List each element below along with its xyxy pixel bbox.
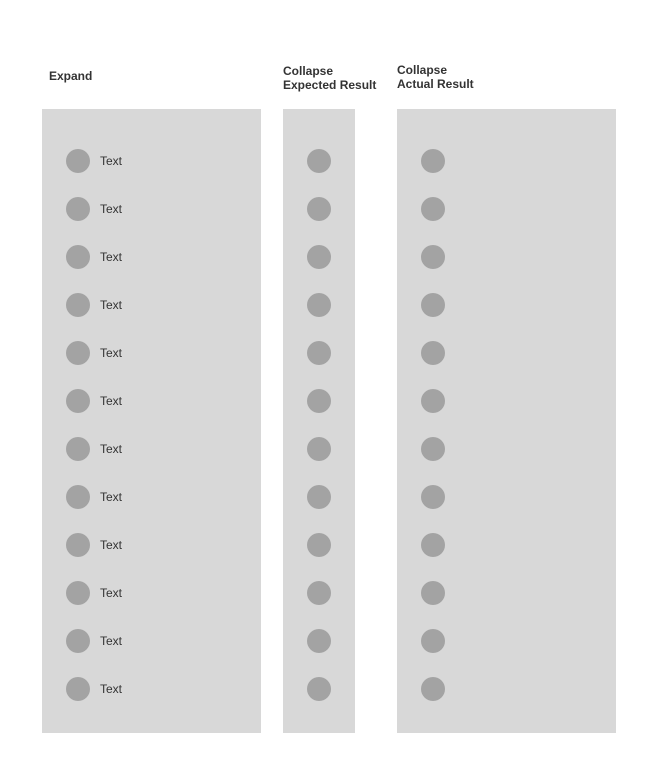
- expand-list-item[interactable]: Text: [66, 437, 122, 461]
- circle-icon: [421, 485, 445, 509]
- expand-list-item[interactable]: Text: [66, 485, 122, 509]
- list-item-label: Text: [100, 202, 123, 216]
- circle-icon: [421, 581, 445, 605]
- list-item-label: Text: [100, 298, 123, 312]
- list-item-label: Text: [100, 346, 123, 360]
- circle-icon: [421, 677, 445, 701]
- collapse-expected-list-item[interactable]: [307, 629, 331, 653]
- header-collapse-expected-line-2: Expected Result: [283, 78, 377, 92]
- collapse-actual-list-item[interactable]: [421, 341, 445, 365]
- collapse-actual-list-item[interactable]: [421, 245, 445, 269]
- collapse-actual-list-item[interactable]: [421, 437, 445, 461]
- collapse-expected-list-item[interactable]: [307, 293, 331, 317]
- collapse-actual-list-item[interactable]: [421, 485, 445, 509]
- expand-list-item[interactable]: Text: [66, 581, 122, 605]
- circle-icon: [307, 293, 331, 317]
- circle-icon: [307, 341, 331, 365]
- circle-icon: [66, 293, 90, 317]
- collapse-expected-list-item[interactable]: [307, 245, 331, 269]
- circle-icon: [421, 389, 445, 413]
- circle-icon: [66, 149, 90, 173]
- circle-icon: [307, 533, 331, 557]
- collapse-actual-list-item[interactable]: [421, 533, 445, 557]
- list-item-label: Text: [100, 394, 123, 408]
- circle-icon: [307, 629, 331, 653]
- collapse-actual-list-item[interactable]: [421, 293, 445, 317]
- collapse-actual-list-item[interactable]: [421, 389, 445, 413]
- expand-list-item[interactable]: Text: [66, 389, 122, 413]
- circle-icon: [66, 437, 90, 461]
- header-collapse-expected-line-1: Collapse: [283, 64, 334, 78]
- list-item-label: Text: [100, 154, 123, 168]
- list-item-label: Text: [100, 442, 123, 456]
- circle-icon: [66, 245, 90, 269]
- circle-icon: [66, 629, 90, 653]
- circle-icon: [307, 245, 331, 269]
- collapse-actual-list-item[interactable]: [421, 677, 445, 701]
- list-item-label: Text: [100, 250, 123, 264]
- collapse-expected-list-item[interactable]: [307, 197, 331, 221]
- circle-icon: [307, 581, 331, 605]
- circle-icon: [307, 149, 331, 173]
- circle-icon: [421, 629, 445, 653]
- expand-list-item[interactable]: Text: [66, 341, 122, 365]
- list-item-label: Text: [100, 490, 123, 504]
- circle-icon: [66, 677, 90, 701]
- header-expand: Expand: [49, 69, 92, 83]
- circle-icon: [421, 245, 445, 269]
- collapse-actual-list-item[interactable]: [421, 149, 445, 173]
- collapse-actual-list-item[interactable]: [421, 629, 445, 653]
- header-collapse-expected: Collapse Expected Result: [283, 64, 376, 92]
- collapse-actual-panel: [397, 109, 616, 733]
- circle-icon: [307, 389, 331, 413]
- list-item-label: Text: [100, 586, 123, 600]
- circle-icon: [421, 149, 445, 173]
- collapse-expected-list-item[interactable]: [307, 533, 331, 557]
- expand-list-item[interactable]: Text: [66, 533, 122, 557]
- list-item-label: Text: [100, 538, 123, 552]
- collapse-expected-list-item[interactable]: [307, 677, 331, 701]
- circle-icon: [421, 341, 445, 365]
- expand-list-item[interactable]: Text: [66, 149, 122, 173]
- circle-icon: [421, 533, 445, 557]
- circle-icon: [307, 677, 331, 701]
- circle-icon: [66, 485, 90, 509]
- expand-panel: Text Text Text Text Text Text Text Text Text Text…: [42, 109, 261, 733]
- header-collapse-actual-line-2: Actual Result: [397, 77, 474, 91]
- list-item-label: Text: [100, 682, 123, 696]
- header-collapse-actual-line-1: Collapse: [397, 63, 448, 77]
- expand-list-item[interactable]: Text: [66, 677, 122, 701]
- collapse-expected-list-item[interactable]: [307, 485, 331, 509]
- expand-list-item[interactable]: Text: [66, 629, 122, 653]
- circle-icon: [307, 437, 331, 461]
- circle-icon: [66, 389, 90, 413]
- expand-list-item[interactable]: Text: [66, 197, 122, 221]
- expand-list-item[interactable]: Text: [66, 293, 122, 317]
- circle-icon: [66, 341, 90, 365]
- collapse-actual-list-item[interactable]: [421, 581, 445, 605]
- circle-icon: [66, 197, 90, 221]
- header-collapse-actual: Collapse Actual Result: [397, 63, 474, 91]
- list-item-label: Text: [100, 634, 123, 648]
- circle-icon: [66, 581, 90, 605]
- collapse-expected-list-item[interactable]: [307, 149, 331, 173]
- collapse-actual-list-item[interactable]: [421, 197, 445, 221]
- circle-icon: [421, 437, 445, 461]
- collapse-expected-list-item[interactable]: [307, 581, 331, 605]
- collapse-expected-list-item[interactable]: [307, 341, 331, 365]
- circle-icon: [307, 197, 331, 221]
- header-expand-line-1: Expand: [49, 69, 93, 83]
- expand-list-item[interactable]: Text: [66, 245, 122, 269]
- circle-icon: [66, 533, 90, 557]
- circle-icon: [421, 293, 445, 317]
- circle-icon: [421, 197, 445, 221]
- circle-icon: [307, 485, 331, 509]
- collapse-expected-list-item[interactable]: [307, 437, 331, 461]
- collapse-expected-list-item[interactable]: [307, 389, 331, 413]
- collapse-expected-panel: [283, 109, 355, 733]
